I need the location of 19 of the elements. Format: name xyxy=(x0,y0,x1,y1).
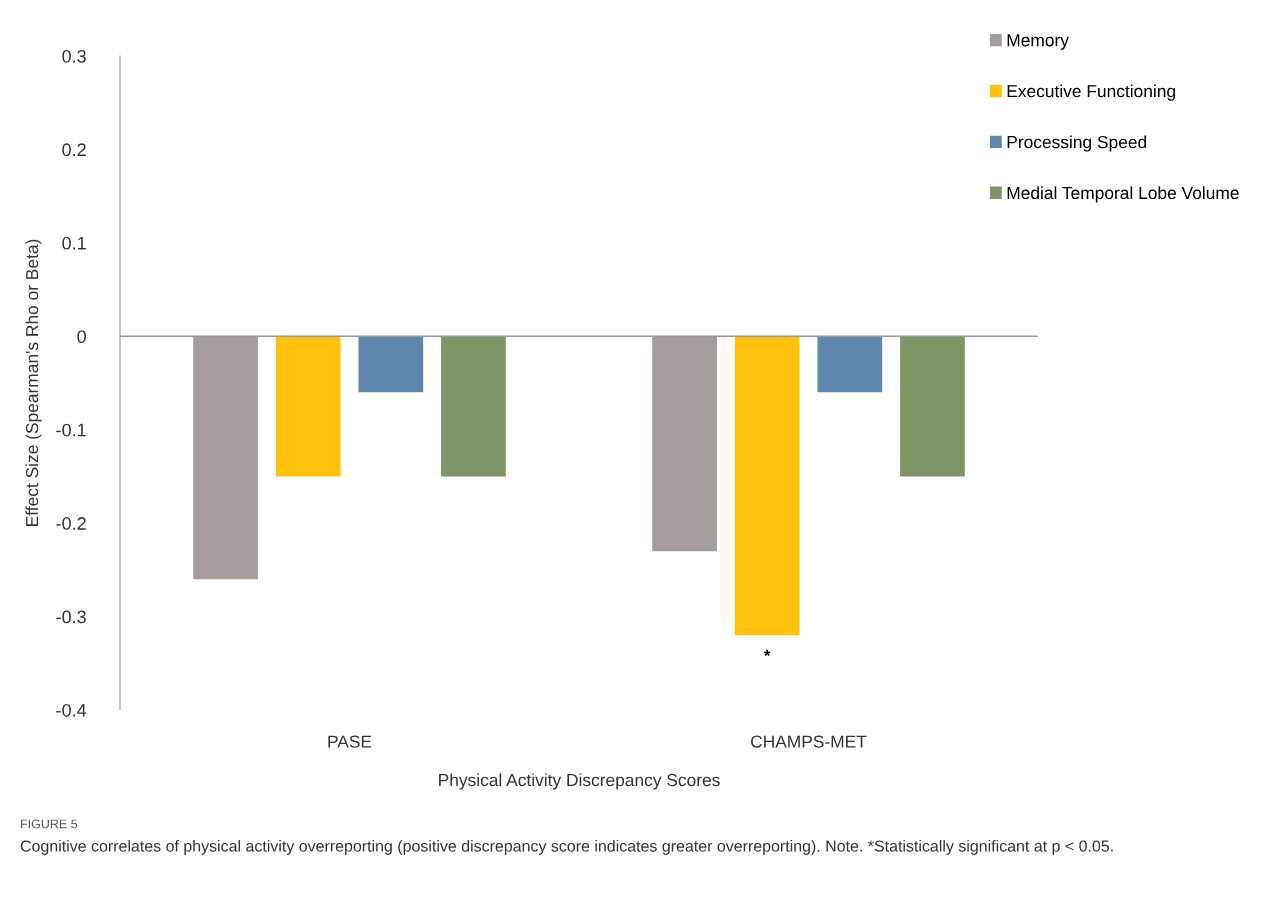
legend-label: Medial Temporal Lobe Volume xyxy=(1007,186,1239,203)
legend-label: Executive Functioning xyxy=(1007,84,1175,101)
y-tick-label: 0.1 xyxy=(62,236,86,250)
x-tick-label: PASE xyxy=(328,735,372,748)
x-tick-label: CHAMPS-MET xyxy=(751,735,867,748)
caption: FIGURE 5 xyxy=(21,819,78,829)
text: Cognitive correlates of physical activity overreporting (positive discrepancy score indicates greater overreporting). Note. *Statistically significant at p < 0.05. xyxy=(20,840,1113,855)
legend-label: Memory xyxy=(1007,34,1069,50)
y-tick-label: 0.2 xyxy=(62,143,86,157)
legend-label: Processing Speed xyxy=(1007,135,1147,152)
x-axis-title: Physical Activity Discrepancy Scores xyxy=(439,773,720,790)
y-tick-label: -0.2 xyxy=(56,517,86,530)
y-tick-label: -0.4 xyxy=(56,703,87,717)
annotation: * xyxy=(764,649,771,656)
y-tick-label: 0.3 xyxy=(62,49,86,63)
y-tick-label: 0 xyxy=(77,330,86,344)
y-tick-label: -0.3 xyxy=(56,610,86,624)
y-axis-title: Effect Size (Spearman's Rho or Beta) xyxy=(25,239,42,526)
y-tick-label: -0.1 xyxy=(56,423,86,437)
